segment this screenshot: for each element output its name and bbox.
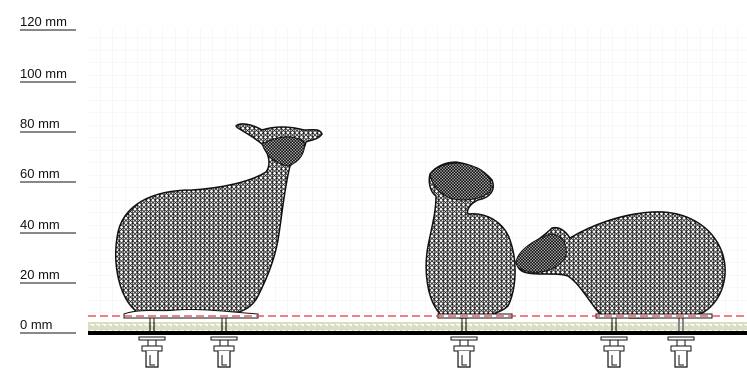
scale-label-40: 40 mm — [20, 217, 60, 232]
scale-label-80: 80 mm — [20, 116, 60, 131]
mount-bolt-icon — [667, 336, 695, 368]
bolt-stems — [149, 318, 684, 331]
mount-bolt-icon — [210, 336, 238, 368]
scale-label-100: 100 mm — [20, 66, 67, 81]
scale-label-120: 120 mm — [20, 14, 67, 29]
mount-bolt-icon — [600, 336, 628, 368]
mount-bolt-icon — [138, 336, 166, 368]
grass-strip — [88, 322, 747, 331]
scale-label-60: 60 mm — [20, 166, 60, 181]
mount-bolt-icon — [450, 336, 478, 368]
scale-label-0: 0 mm — [20, 317, 53, 332]
height-scale: 120 mm 100 mm 80 mm 60 mm 40 mm 20 mm 0 … — [20, 14, 76, 334]
ground-plane — [88, 331, 747, 335]
scale-label-20: 20 mm — [20, 267, 60, 282]
